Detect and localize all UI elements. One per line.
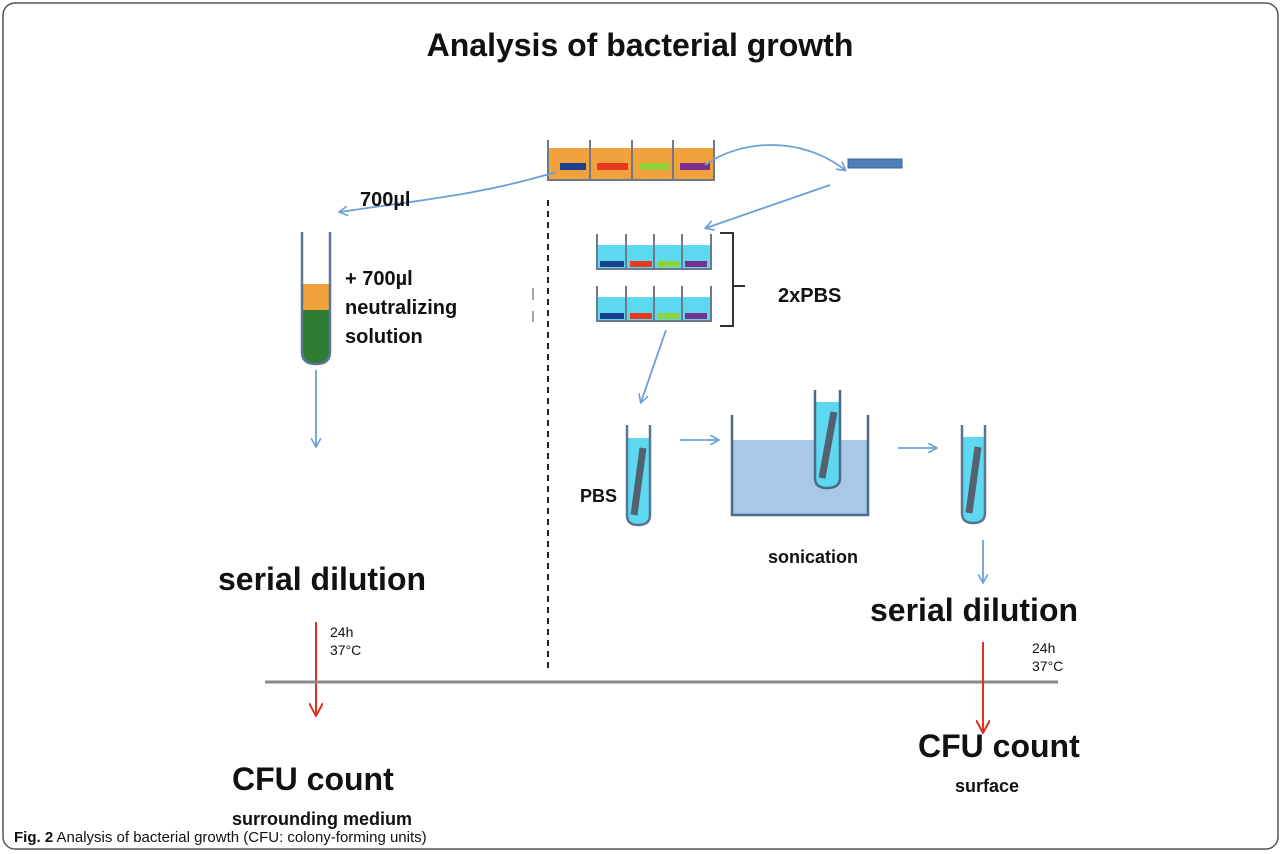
arrow	[706, 184, 831, 228]
result-note: surrounding medium	[232, 809, 412, 829]
tube	[625, 425, 652, 527]
caption-text: Analysis of bacterial growth (CFU: colon…	[57, 829, 427, 846]
result-note: surface	[955, 776, 1019, 796]
bracket	[720, 232, 745, 327]
arrow	[641, 329, 667, 402]
caption: Fig. 2 Analysis of bacterial growth (CFU…	[14, 829, 427, 846]
arrow	[340, 171, 557, 212]
arrow	[704, 144, 845, 170]
sample-strip	[847, 158, 903, 169]
incubation-label: 24h	[330, 624, 353, 640]
addition-label: + 700µl	[345, 268, 413, 290]
bath-label: sonication	[768, 547, 858, 567]
tube-label: PBS	[580, 486, 617, 506]
incubation-label: 24h	[1032, 640, 1055, 656]
wash-label: 2xPBS	[778, 285, 841, 307]
well-plate	[547, 140, 715, 181]
addition-label: neutralizing	[345, 297, 457, 319]
wash-plate	[596, 286, 712, 322]
result-label: CFU count	[918, 728, 1080, 764]
incubation-label: 37°C	[1032, 658, 1063, 674]
tube	[300, 232, 332, 366]
wash-plate	[596, 234, 712, 270]
title: Analysis of bacterial growth	[427, 27, 854, 63]
volume-label: 700µl	[360, 189, 410, 211]
sonication-bath	[730, 390, 870, 517]
addition-label: solution	[345, 326, 423, 348]
caption-label: Fig. 2	[14, 829, 53, 846]
incubation-label: 37°C	[330, 642, 361, 658]
tube	[960, 425, 987, 525]
result-label: CFU count	[232, 761, 394, 797]
step-label: serial dilution	[870, 592, 1078, 628]
step-label: serial dilution	[218, 561, 426, 597]
